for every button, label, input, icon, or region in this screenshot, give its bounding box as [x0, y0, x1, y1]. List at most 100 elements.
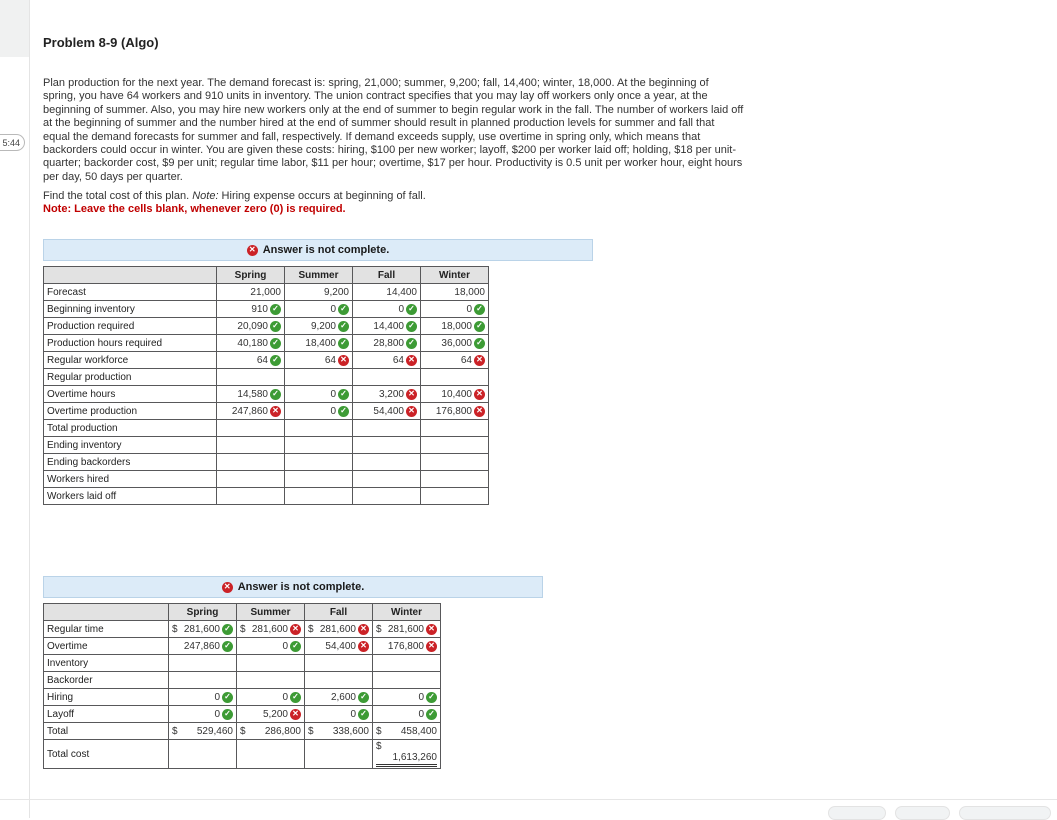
answer-cell[interactable]: $281,600 ✓	[168, 620, 237, 639]
cell-value: 247,860	[183, 640, 220, 652]
cell-value: 281,600	[251, 623, 288, 635]
answer-cell[interactable]	[168, 739, 237, 770]
answer-cell[interactable]	[216, 453, 285, 472]
answer-cell[interactable]: 0 ✓	[372, 688, 441, 707]
answer-cell[interactable]	[284, 487, 353, 506]
cell-value: 36,000	[441, 337, 472, 349]
answer-cell[interactable]: $458,400	[372, 722, 441, 741]
answer-cell[interactable]: 176,800 ✕	[372, 637, 441, 656]
answer-cell[interactable]	[284, 453, 353, 472]
answer-cell[interactable]: 64 ✕	[352, 351, 421, 370]
answer-cell[interactable]	[236, 671, 305, 690]
answer-cell[interactable]: $1,613,260	[372, 739, 441, 770]
answer-cell[interactable]: 14,400	[352, 283, 421, 302]
answer-cell[interactable]: 10,400 ✕	[420, 385, 489, 404]
answer-cell[interactable]: 0 ✓	[420, 300, 489, 319]
answer-cell[interactable]: $281,600 ✕	[372, 620, 441, 639]
answer-cell[interactable]: 64 ✓	[216, 351, 285, 370]
answer-cell[interactable]	[236, 654, 305, 673]
answer-cell[interactable]	[420, 470, 489, 489]
answer-cell[interactable]: 3,200 ✕	[352, 385, 421, 404]
answer-cell[interactable]	[304, 654, 373, 673]
answer-cell[interactable]: $338,600	[304, 722, 373, 741]
timer-badge[interactable]: 5:44	[0, 134, 25, 151]
row-label: Production hours required	[43, 334, 217, 353]
answer-cell[interactable]	[304, 739, 373, 770]
answer-cell[interactable]: 0 ✓	[168, 688, 237, 707]
answer-cell[interactable]: 14,400 ✓	[352, 317, 421, 336]
answer-status-banner: ✕ Answer is not complete.	[43, 576, 543, 599]
answer-cell[interactable]: 18,400 ✓	[284, 334, 353, 353]
answer-cell[interactable]: 176,800 ✕	[420, 402, 489, 421]
answer-cell[interactable]: 0 ✓	[284, 300, 353, 319]
cell-content: 0 ✓	[354, 302, 420, 317]
answer-cell[interactable]: 247,860 ✕	[216, 402, 285, 421]
answer-cell[interactable]: $286,800	[236, 722, 305, 741]
cell-content	[218, 455, 284, 470]
answer-cell[interactable]	[168, 654, 237, 673]
answer-cell[interactable]: 40,180 ✓	[216, 334, 285, 353]
answer-cell[interactable]	[420, 368, 489, 387]
answer-cell[interactable]: 0 ✓	[304, 705, 373, 724]
answer-cell[interactable]: 9,200 ✓	[284, 317, 353, 336]
answer-cell[interactable]: 0 ✓	[352, 300, 421, 319]
answer-cell[interactable]: 18,000	[420, 283, 489, 302]
answer-cell[interactable]: $281,600 ✕	[304, 620, 373, 639]
row-label: Beginning inventory	[43, 300, 217, 319]
answer-cell[interactable]: $529,460	[168, 722, 237, 741]
answer-cell[interactable]	[216, 470, 285, 489]
answer-cell[interactable]: 21,000	[216, 283, 285, 302]
answer-cell[interactable]: 14,580 ✓	[216, 385, 285, 404]
answer-cell[interactable]: 20,090 ✓	[216, 317, 285, 336]
answer-cell[interactable]	[352, 453, 421, 472]
answer-cell[interactable]	[284, 470, 353, 489]
answer-cell[interactable]: 9,200	[284, 283, 353, 302]
answer-cell[interactable]: 54,400 ✕	[304, 637, 373, 656]
cell-value: 338,600	[332, 725, 369, 737]
answer-cell[interactable]: 0 ✓	[168, 705, 237, 724]
cell-value: 20,090	[237, 320, 268, 332]
answer-cell[interactable]	[372, 654, 441, 673]
answer-cell[interactable]	[284, 368, 353, 387]
answer-cell[interactable]	[420, 436, 489, 455]
answer-cell[interactable]: 5,200 ✕	[236, 705, 305, 724]
answer-cell[interactable]	[352, 419, 421, 438]
answer-cell[interactable]	[236, 739, 305, 770]
answer-cell[interactable]	[352, 368, 421, 387]
answer-cell[interactable]	[216, 487, 285, 506]
answer-cell[interactable]: 0 ✓	[236, 637, 305, 656]
answer-cell[interactable]: 0 ✓	[284, 385, 353, 404]
answer-cell[interactable]	[284, 436, 353, 455]
answer-cell[interactable]	[216, 368, 285, 387]
answer-cell[interactable]	[168, 671, 237, 690]
answer-cell[interactable]: 18,000 ✓	[420, 317, 489, 336]
correct-check-icon: ✓	[222, 691, 233, 703]
column-header-summer: Summer	[236, 603, 305, 622]
answer-cell[interactable]: 36,000 ✓	[420, 334, 489, 353]
answer-cell[interactable]: 0 ✓	[236, 688, 305, 707]
answer-cell[interactable]: 64 ✕	[284, 351, 353, 370]
answer-cell[interactable]	[284, 419, 353, 438]
answer-cell[interactable]	[420, 453, 489, 472]
answer-cell[interactable]: 64 ✕	[420, 351, 489, 370]
answer-cell[interactable]	[216, 436, 285, 455]
answer-cell[interactable]	[352, 487, 421, 506]
answer-cell[interactable]	[420, 487, 489, 506]
answer-cell[interactable]: 910 ✓	[216, 300, 285, 319]
answer-cell[interactable]: 0 ✓	[372, 705, 441, 724]
answer-cell[interactable]: 0 ✓	[284, 402, 353, 421]
answer-cell[interactable]	[420, 419, 489, 438]
answer-cell[interactable]	[352, 436, 421, 455]
answer-cell[interactable]	[372, 671, 441, 690]
answer-cell[interactable]	[304, 671, 373, 690]
cell-value: 0	[350, 708, 356, 720]
answer-cell[interactable]	[352, 470, 421, 489]
answer-cell[interactable]: $281,600 ✕	[236, 620, 305, 639]
answer-cell[interactable]: 28,800 ✓	[352, 334, 421, 353]
answer-cell[interactable]: 247,860 ✓	[168, 637, 237, 656]
answer-cell[interactable]: 54,400 ✕	[352, 402, 421, 421]
cell-value: 14,400	[373, 320, 404, 332]
answer-cell[interactable]	[216, 419, 285, 438]
currency-symbol: $	[376, 741, 382, 753]
answer-cell[interactable]: 2,600 ✓	[304, 688, 373, 707]
